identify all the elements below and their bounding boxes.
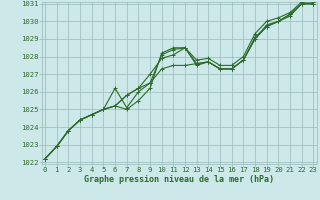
X-axis label: Graphe pression niveau de la mer (hPa): Graphe pression niveau de la mer (hPa) — [84, 175, 274, 184]
